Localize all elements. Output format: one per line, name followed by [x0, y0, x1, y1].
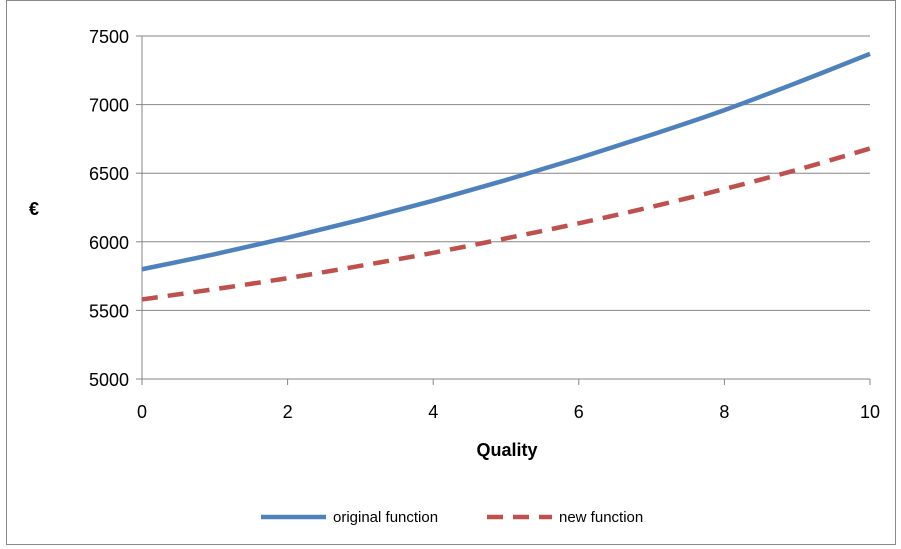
series-line-1 [141, 146, 871, 302]
x-tick-label-2: 2 [283, 402, 293, 422]
chart-frame: 5000 5500 6000 6500 7000 7500 0 2 4 6 8 10 Quality … [6, 0, 896, 545]
x-tick-label-0: 0 [137, 402, 147, 422]
tick-labels: 5000 5500 6000 6500 7000 7500 0 2 4 6 8 10 [89, 27, 880, 422]
y-tick-label-6000: 6000 [89, 233, 129, 253]
series-lines [141, 51, 871, 302]
y-tick-label-5500: 5500 [89, 301, 129, 321]
y-tick-label-6500: 6500 [89, 164, 129, 184]
legend-label-0: original function [333, 509, 438, 526]
legend: original function new function [261, 509, 643, 526]
x-tick-label-4: 4 [428, 402, 438, 422]
x-tick-label-8: 8 [719, 402, 729, 422]
y-tick-label-7500: 7500 [89, 27, 129, 47]
y-tick-label-5000: 5000 [89, 370, 129, 390]
y-tick-label-7000: 7000 [89, 96, 129, 116]
grid-lines [142, 35, 870, 311]
series-line-0 [141, 51, 871, 272]
x-tick-label-10: 10 [860, 402, 880, 422]
x-tick-label-6: 6 [574, 402, 584, 422]
legend-label-1: new function [559, 509, 643, 526]
y-axis-title: € [29, 199, 39, 219]
x-axis-title: Quality [476, 440, 537, 460]
axes [136, 35, 871, 385]
